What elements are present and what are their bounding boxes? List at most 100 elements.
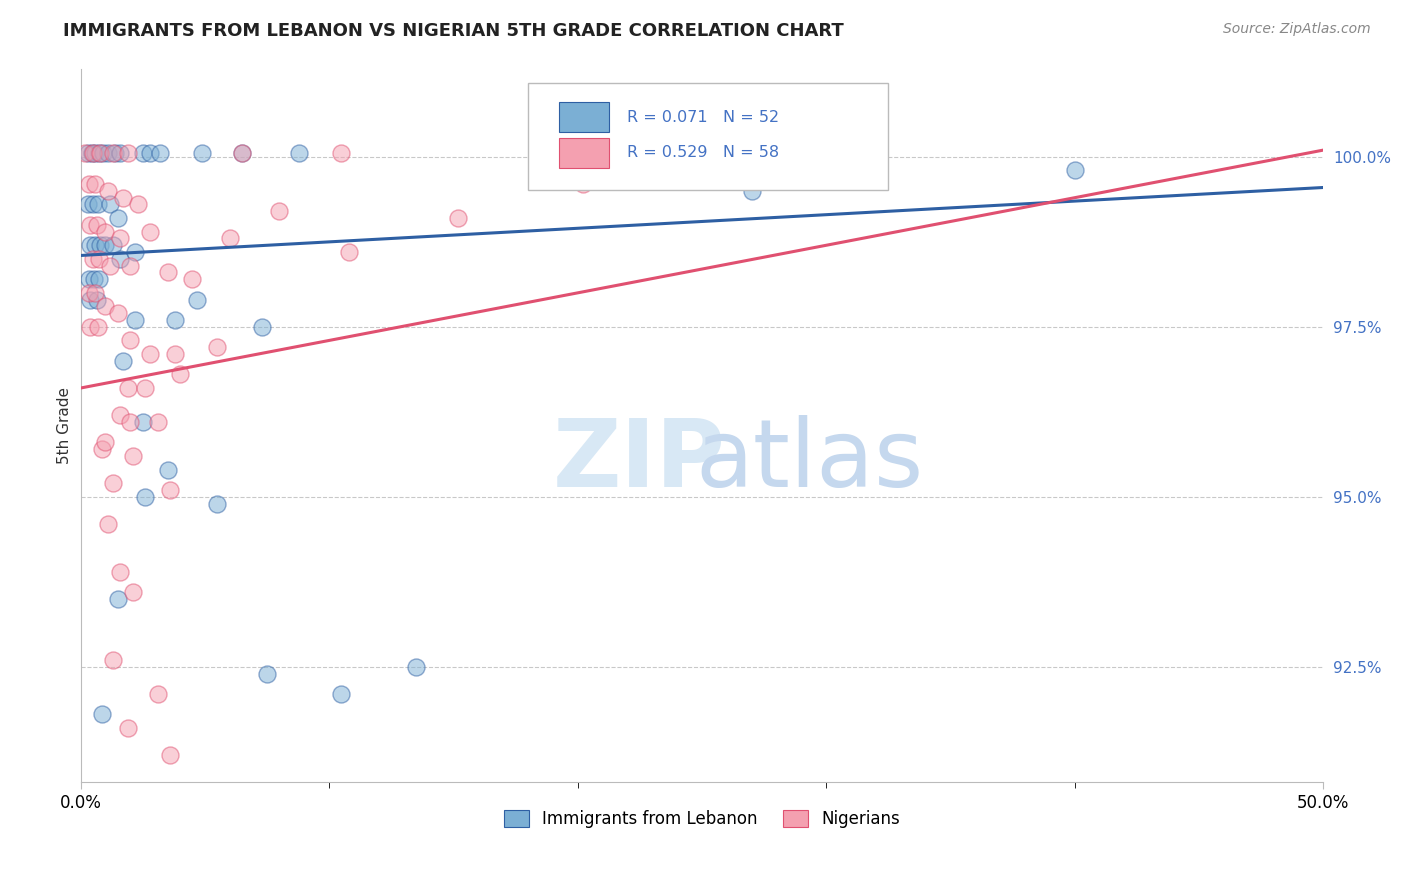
Point [1063, 163, 1085, 178]
FancyBboxPatch shape [527, 83, 889, 190]
Point [94, 225, 117, 239]
Point [82, 146, 104, 161]
Point [82, 252, 104, 266]
Point [98, 197, 121, 211]
Point [84, 177, 107, 191]
Point [120, 334, 142, 348]
Point [111, 354, 134, 368]
Point [571, 177, 593, 191]
Text: Source: ZipAtlas.com: Source: ZipAtlas.com [1223, 22, 1371, 37]
Point [94, 300, 117, 314]
Point [110, 146, 132, 161]
Point [163, 313, 186, 327]
Point [87, 197, 110, 211]
Point [288, 146, 311, 161]
Point [77, 146, 100, 161]
Point [97, 146, 120, 161]
Point [101, 653, 124, 667]
Point [107, 306, 129, 320]
Point [107, 211, 129, 225]
Point [127, 197, 149, 211]
Point [89, 252, 111, 266]
Text: R = 0.529   N = 58: R = 0.529 N = 58 [627, 145, 779, 161]
Point [83, 272, 105, 286]
Point [110, 231, 132, 245]
Point [139, 146, 162, 161]
Point [156, 265, 179, 279]
Point [110, 252, 132, 266]
Point [124, 245, 146, 260]
Point [84, 285, 107, 300]
Point [111, 191, 134, 205]
Point [79, 319, 101, 334]
Point [218, 231, 240, 245]
Point [790, 146, 813, 161]
Y-axis label: 5th Grade: 5th Grade [58, 387, 72, 464]
Point [79, 293, 101, 307]
Text: ZIP: ZIP [553, 415, 725, 508]
Point [101, 476, 124, 491]
Point [80, 146, 103, 161]
Point [82, 197, 104, 211]
Point [89, 238, 111, 252]
Point [89, 146, 111, 161]
Point [131, 415, 153, 429]
Point [89, 272, 111, 286]
Point [79, 238, 101, 252]
Point [741, 184, 763, 198]
Point [139, 347, 162, 361]
Point [191, 146, 214, 161]
Point [134, 381, 156, 395]
Point [628, 157, 651, 171]
Text: atlas: atlas [696, 415, 924, 508]
Point [77, 197, 100, 211]
Point [146, 415, 169, 429]
Point [405, 660, 427, 674]
Point [107, 591, 129, 606]
Point [330, 687, 353, 701]
Point [87, 319, 110, 334]
Point [121, 449, 143, 463]
Point [117, 146, 139, 161]
Point [97, 184, 120, 198]
Point [75, 146, 97, 161]
Point [90, 442, 112, 457]
Point [447, 211, 470, 225]
Point [134, 490, 156, 504]
Point [146, 687, 169, 701]
Point [77, 272, 100, 286]
Point [169, 368, 191, 382]
Point [86, 293, 108, 307]
Point [90, 707, 112, 722]
Point [84, 146, 107, 161]
Point [97, 516, 120, 531]
Point [94, 435, 117, 450]
Point [163, 347, 186, 361]
Point [159, 748, 181, 763]
Point [120, 259, 142, 273]
Bar [560, 102, 609, 132]
Point [86, 218, 108, 232]
Point [256, 666, 278, 681]
Text: R = 0.071   N = 52: R = 0.071 N = 52 [627, 110, 779, 125]
Point [104, 146, 127, 161]
Text: IMMIGRANTS FROM LEBANON VS NIGERIAN 5TH GRADE CORRELATION CHART: IMMIGRANTS FROM LEBANON VS NIGERIAN 5TH … [63, 22, 844, 40]
Point [250, 319, 273, 334]
Point [181, 272, 204, 286]
Point [77, 285, 100, 300]
Point [592, 146, 614, 161]
Point [98, 259, 121, 273]
Point [231, 146, 253, 161]
Point [101, 238, 124, 252]
Point [101, 146, 124, 161]
Point [330, 146, 353, 161]
Point [139, 225, 162, 239]
Point [84, 238, 107, 252]
Point [110, 565, 132, 579]
Point [94, 238, 117, 252]
Point [79, 218, 101, 232]
Point [186, 293, 208, 307]
Point [337, 245, 360, 260]
Point [120, 415, 142, 429]
Point [110, 409, 132, 423]
